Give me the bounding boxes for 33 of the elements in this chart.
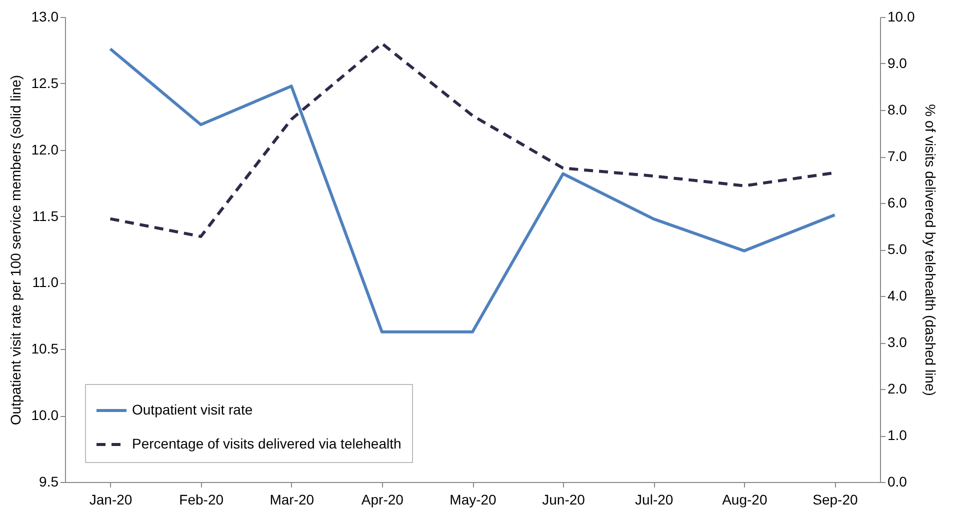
y2-tick-label: 4.0 [888, 288, 908, 304]
y2-tick-label: 9.0 [888, 55, 908, 71]
y2-tick-label: 0.0 [888, 474, 908, 490]
y2-tick-label: 6.0 [888, 194, 908, 210]
y-tick-label: 12.5 [31, 74, 59, 91]
y-tick-label: 13.0 [31, 8, 59, 24]
y-tick-label: 11.0 [32, 274, 59, 290]
x-tick-label: Feb-20 [179, 492, 224, 508]
x-tick-label: May-20 [450, 492, 497, 508]
y2-tick-label: 8.0 [888, 102, 908, 118]
y2-tick-label: 7.0 [888, 148, 908, 164]
x-tick-label: Jun-20 [542, 492, 586, 508]
y2-tick-label: 1.0 [888, 427, 908, 443]
line-series [108, 47, 836, 334]
x-tick-label: Jul-20 [635, 492, 674, 508]
y2-tick-label: 5.0 [888, 241, 908, 257]
y2-tick-label: 3.0 [888, 334, 908, 350]
legend-label: Outpatient visit rate [132, 402, 253, 418]
y-axis-title: Outpatient visit rate per 100 service members (solid line) [7, 74, 24, 426]
x-tick-label: Jan-20 [89, 492, 132, 508]
y-tick-label: 10.0 [31, 407, 59, 424]
y-tick-label: 10.5 [31, 340, 59, 357]
x-tick-label: Sep-20 [812, 492, 858, 508]
y2-tick-label: 2.0 [888, 380, 908, 396]
x-tick-label: Apr-20 [361, 492, 404, 508]
x-tick-label: Aug-20 [722, 492, 768, 508]
y-tick-label: 9.5 [39, 474, 59, 490]
x-tick-label: Mar-20 [270, 492, 314, 508]
y-tick-label: 12.0 [31, 141, 59, 158]
y2-axis-title: % of visits delivered by telehealth (dashed line) [922, 104, 939, 396]
y2-tick-label: 10.0 [888, 8, 915, 24]
legend-label: Percentage of visits delivered via telehealth [132, 436, 402, 452]
y-tick-label: 11.5 [32, 208, 59, 224]
